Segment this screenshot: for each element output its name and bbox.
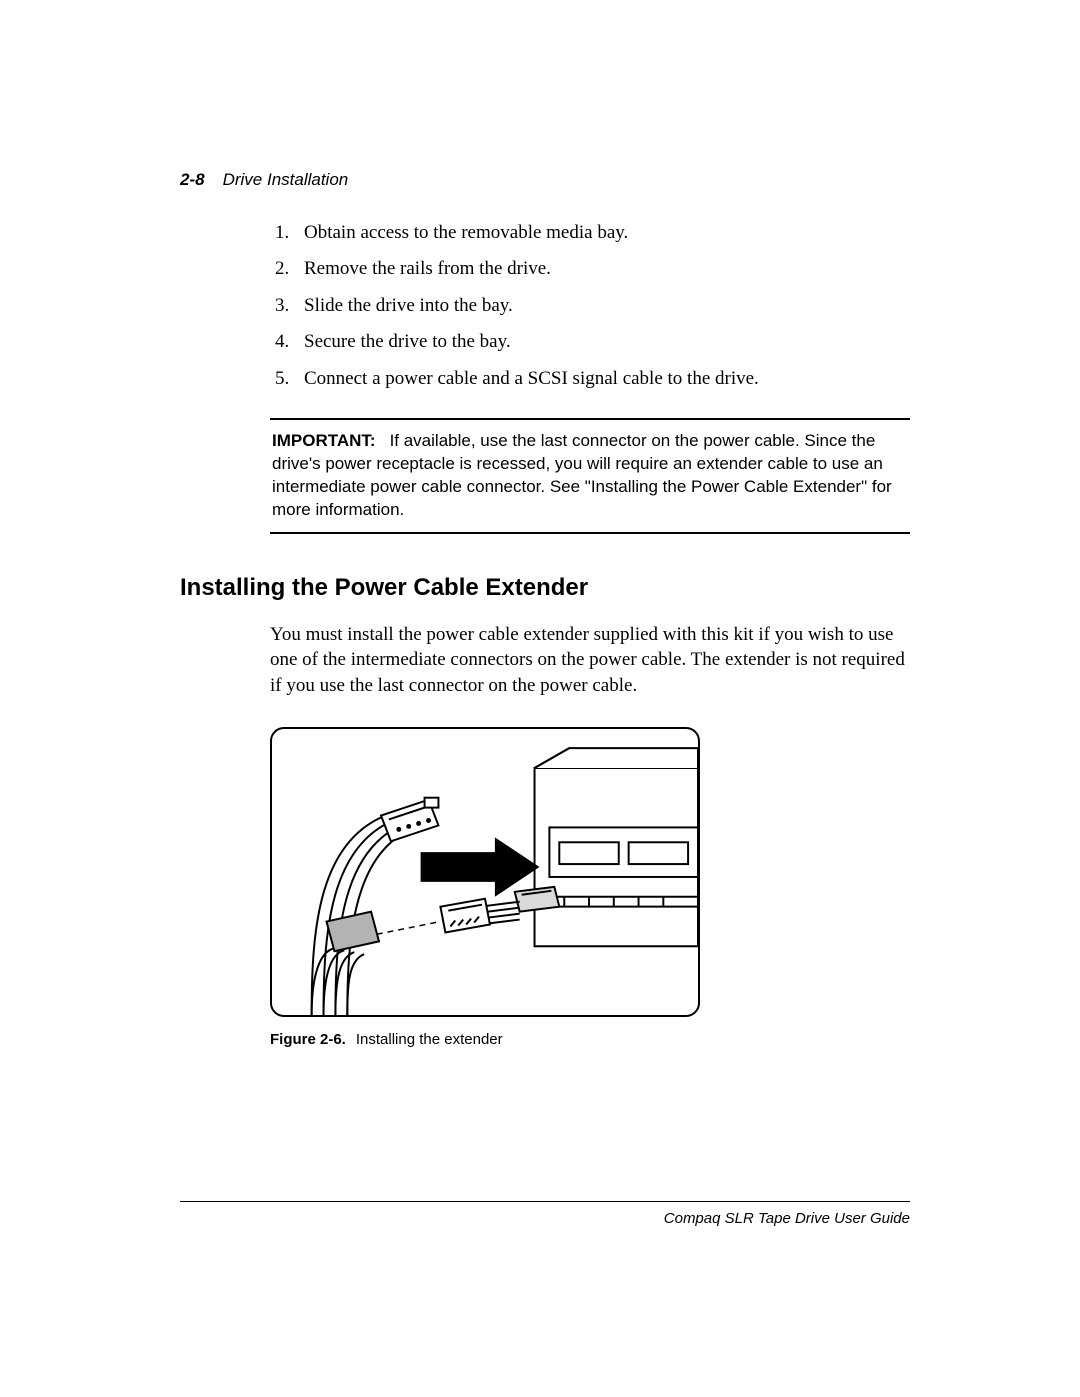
steps-block: Obtain access to the removable media bay…: [270, 218, 910, 394]
figure-label: Figure 2-6.: [270, 1031, 346, 1048]
step-item: Remove the rails from the drive.: [294, 254, 910, 284]
page-header: 2-8 Drive Installation: [180, 170, 910, 190]
important-label: IMPORTANT:: [272, 431, 376, 450]
step-item: Connect a power cable and a SCSI signal …: [294, 364, 910, 394]
section-heading: Installing the Power Cable Extender: [180, 574, 910, 602]
step-item: Slide the drive into the bay.: [294, 291, 910, 321]
footer-rule: [180, 1201, 910, 1202]
footer-text: Compaq SLR Tape Drive User Guide: [664, 1210, 910, 1227]
step-item: Secure the drive to the bay.: [294, 327, 910, 357]
figure-caption-text: Installing the extender: [356, 1031, 503, 1048]
document-page: 2-8 Drive Installation Obtain access to t…: [0, 0, 1080, 1397]
body-paragraph: You must install the power cable extende…: [270, 622, 910, 699]
figure-caption: Figure 2-6. Installing the extender: [270, 1031, 910, 1048]
step-item: Obtain access to the removable media bay…: [294, 218, 910, 248]
section-title: Drive Installation: [223, 170, 349, 189]
extender-diagram-icon: [272, 727, 698, 1017]
important-note: IMPORTANT:If available, use the last con…: [270, 418, 910, 534]
figure-frame: [270, 727, 700, 1017]
ordered-steps: Obtain access to the removable media bay…: [270, 218, 910, 394]
page-number: 2-8: [180, 170, 205, 189]
figure-container: [270, 727, 910, 1017]
